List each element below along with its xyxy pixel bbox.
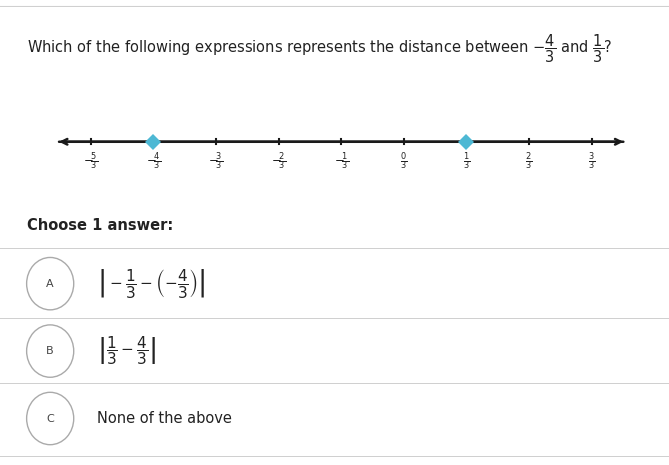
Text: B: B [46,346,54,356]
Text: $\left|-\dfrac{1}{3} - \left(-\dfrac{4}{3}\right)\right|$: $\left|-\dfrac{1}{3} - \left(-\dfrac{4}{… [97,267,205,300]
Text: $-\!\frac{2}{3}$: $-\!\frac{2}{3}$ [271,150,286,172]
Text: $-\!\frac{1}{3}$: $-\!\frac{1}{3}$ [334,150,349,172]
Text: Which of the following expressions represents the distance between $-\dfrac{4}{3: Which of the following expressions repre… [27,33,612,65]
Text: $-\!\frac{4}{3}$: $-\!\frac{4}{3}$ [146,150,161,172]
Text: $\frac{0}{3}$: $\frac{0}{3}$ [400,150,407,172]
Text: None of the above: None of the above [97,411,232,426]
Text: $-\!\frac{3}{3}$: $-\!\frac{3}{3}$ [208,150,223,172]
Text: $\left|\dfrac{1}{3} - \dfrac{4}{3}\right|$: $\left|\dfrac{1}{3} - \dfrac{4}{3}\right… [97,335,156,367]
Text: $\frac{3}{3}$: $\frac{3}{3}$ [588,150,595,172]
Text: A: A [46,279,54,289]
Text: $\frac{1}{3}$: $\frac{1}{3}$ [463,150,470,172]
Text: $-\!\frac{5}{3}$: $-\!\frac{5}{3}$ [83,150,98,172]
Text: C: C [46,413,54,424]
Text: $\frac{2}{3}$: $\frac{2}{3}$ [525,150,533,172]
Text: Choose 1 answer:: Choose 1 answer: [27,218,173,233]
